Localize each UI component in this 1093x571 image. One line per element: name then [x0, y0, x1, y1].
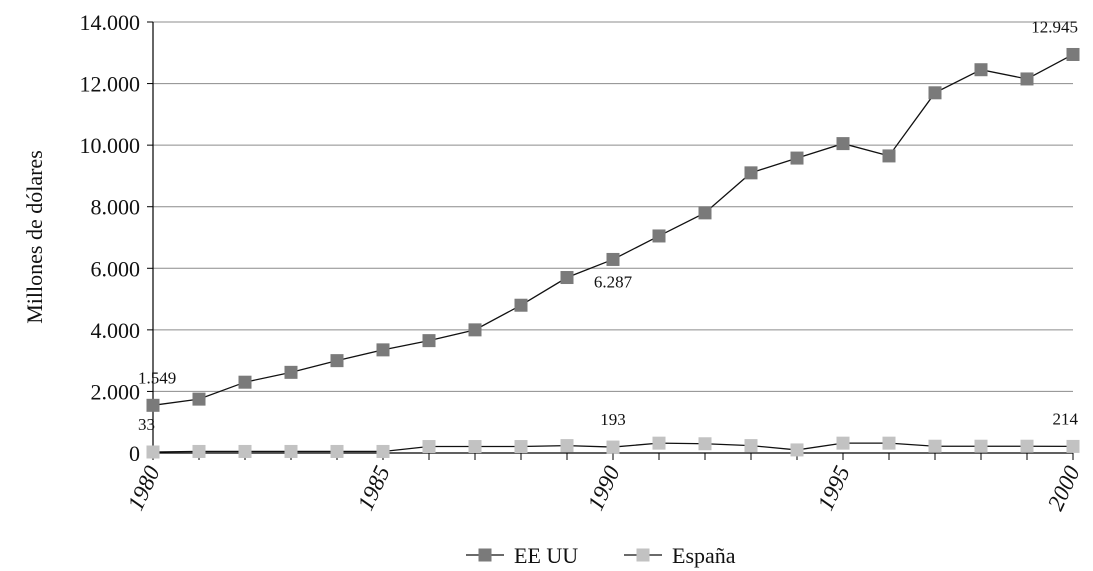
data-point: [698, 437, 712, 451]
data-point: [882, 149, 896, 163]
data-point: [974, 63, 988, 77]
data-point: [146, 445, 160, 459]
y-tick-label: 14.000: [80, 10, 141, 35]
y-tick-label: 4.000: [91, 318, 141, 343]
data-point: [376, 343, 390, 357]
data-point: [330, 444, 344, 458]
data-point: [376, 444, 390, 458]
series-layer: [146, 47, 1080, 459]
y-axis-ticks: 0 2.000 4.000 6.000 8.000 10.000 12.000 14.000: [80, 10, 153, 466]
data-point: [560, 439, 574, 453]
legend-marker: [636, 548, 650, 562]
legend: EE UU España: [466, 543, 736, 568]
y-tick-label: 2.000: [91, 379, 141, 404]
data-point: [514, 298, 528, 312]
data-point: [238, 444, 252, 458]
x-tick-label: 1995: [813, 462, 855, 514]
data-label: 6.287: [594, 272, 633, 291]
series-line: [152, 53, 1074, 406]
y-tick-label: 10.000: [80, 133, 141, 158]
x-axis-ticks: 1980 1985 1990 1995 2000: [123, 453, 1085, 514]
y-tick-label: 0: [129, 441, 140, 466]
y-tick-label: 12.000: [80, 72, 141, 97]
data-point: [192, 444, 206, 458]
data-point: [698, 206, 712, 220]
data-point: [606, 252, 620, 266]
data-label: 12.945: [1031, 17, 1078, 36]
data-point: [560, 271, 574, 285]
data-point: [882, 436, 896, 450]
y-axis-label: Millones de dólares: [22, 150, 47, 324]
data-point: [330, 354, 344, 368]
data-point: [468, 440, 482, 454]
x-tick-label: 1990: [583, 461, 625, 514]
annotations: 1.549 6.287 12.945 33 193 214: [138, 17, 1079, 434]
data-label: 193: [600, 410, 626, 429]
data-point: [744, 439, 758, 453]
data-point: [744, 166, 758, 180]
data-point: [1020, 439, 1034, 453]
x-tick-label: 1980: [123, 461, 165, 514]
legend-label: España: [672, 543, 736, 568]
data-point: [146, 398, 160, 412]
data-point: [974, 439, 988, 453]
data-point: [284, 444, 298, 458]
data-point: [928, 439, 942, 453]
data-label: 1.549: [138, 368, 176, 387]
x-tick-label: 2000: [1043, 461, 1085, 514]
legend-marker: [478, 548, 492, 562]
data-point: [836, 137, 850, 151]
data-point: [422, 440, 436, 454]
data-point: [790, 443, 804, 457]
data-point: [836, 436, 850, 450]
data-point: [1066, 439, 1080, 453]
data-point: [928, 86, 942, 100]
gridlines: [153, 21, 1073, 392]
data-point: [790, 151, 804, 165]
data-point: [652, 229, 666, 243]
y-tick-label: 8.000: [91, 195, 141, 220]
data-point: [284, 365, 298, 379]
y-tick-label: 6.000: [91, 256, 141, 281]
data-point: [468, 323, 482, 337]
data-point: [1020, 72, 1034, 86]
data-label: 33: [138, 415, 155, 434]
data-point: [238, 375, 252, 389]
legend-label: EE UU: [514, 543, 578, 568]
data-point: [192, 392, 206, 406]
data-point: [1066, 47, 1080, 61]
data-point: [422, 334, 436, 348]
data-point: [606, 440, 620, 454]
x-tick-label: 1985: [353, 462, 395, 514]
data-point: [652, 436, 666, 450]
data-point: [514, 440, 528, 454]
data-label: 214: [1053, 409, 1079, 428]
